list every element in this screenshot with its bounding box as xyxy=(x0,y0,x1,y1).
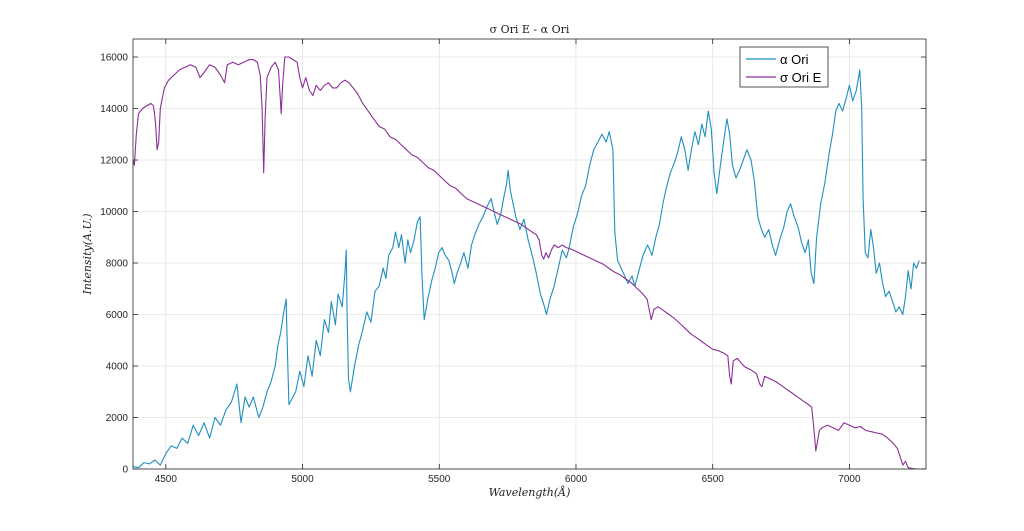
y-tick-label: 16000 xyxy=(100,53,128,64)
chart-title: σ Ori E - α Ori xyxy=(490,23,570,36)
x-tick-label: 6000 xyxy=(565,474,588,485)
series-line-alpha-ori xyxy=(133,69,920,469)
axis-ticks: 4500 5000 5500 6000 6500 7000 0 2000 4000 6000 800… xyxy=(100,39,926,485)
y-tick-label: 10000 xyxy=(100,207,128,218)
y-tick-label: 4000 xyxy=(106,362,129,373)
legend: α Ori σ Ori E xyxy=(739,46,829,88)
series-lines xyxy=(133,56,920,469)
y-tick-label: 12000 xyxy=(100,156,128,167)
y-tick-label: 2000 xyxy=(106,413,129,424)
y-tick-label: 14000 xyxy=(100,104,128,115)
y-tick-label: 0 xyxy=(122,465,128,476)
plot-frame xyxy=(132,38,927,470)
grid-lines xyxy=(133,39,926,470)
x-axis-label: Wavelength(Å) xyxy=(489,485,571,499)
legend-box xyxy=(739,46,829,88)
x-tick-label: 6500 xyxy=(702,474,725,485)
plot-area xyxy=(133,39,926,469)
x-tick-label: 7000 xyxy=(838,474,861,485)
x-tick-label: 5500 xyxy=(428,474,451,485)
y-tick-label: 6000 xyxy=(106,310,129,321)
legend-label-sigma-ori-e: σ Ori E xyxy=(780,70,822,85)
legend-label-alpha-ori: α Ori xyxy=(780,52,809,67)
series-line-sigma-ori-e xyxy=(133,56,920,469)
y-tick-label: 8000 xyxy=(106,259,129,270)
y-axis-label: Intensity(A.U.) xyxy=(81,213,94,295)
x-tick-label: 5000 xyxy=(291,474,314,485)
x-tick-label: 4500 xyxy=(155,474,178,485)
